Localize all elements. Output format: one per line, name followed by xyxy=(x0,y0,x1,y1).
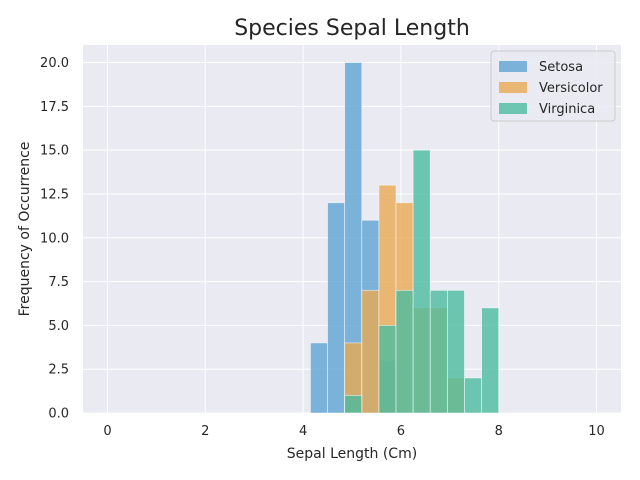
bar-virginica xyxy=(344,395,363,414)
y-tick-label: 17.5 xyxy=(40,100,69,115)
bar-virginica xyxy=(429,289,448,414)
y-axis-title: Frequency of Occurrence xyxy=(17,142,33,317)
y-tick-label: 12.5 xyxy=(40,187,69,202)
x-tick-label: 2 xyxy=(201,424,209,439)
y-tick-label: 10.0 xyxy=(40,231,69,246)
x-tick-label: 0 xyxy=(103,424,111,439)
tick-labels: 0 2 4 6 8 10 0.0 2.5 5.0 7.5 10.0 12.5 15.0 17.5 20.0 xyxy=(40,56,605,439)
bar-versicolor xyxy=(361,289,380,414)
bar-virginica xyxy=(481,307,500,414)
x-tick-label: 8 xyxy=(495,424,503,439)
y-tick-label: 15.0 xyxy=(40,144,69,159)
x-tick-label: 6 xyxy=(397,424,405,439)
y-tick-label: 20.0 xyxy=(40,56,69,71)
legend-swatch-setosa xyxy=(499,61,527,72)
bar-virginica xyxy=(464,377,483,414)
x-tick-label: 4 xyxy=(299,424,307,439)
bar-virginica xyxy=(446,289,465,414)
y-tick-label: 5.0 xyxy=(48,319,69,334)
legend: Setosa Versicolor Virginica xyxy=(490,50,616,122)
bar-setosa xyxy=(327,202,346,414)
bar-virginica xyxy=(412,149,431,414)
y-tick-label: 2.5 xyxy=(48,363,69,378)
series-virginica xyxy=(344,149,500,414)
chart-title: Species Sepal Length xyxy=(234,16,470,41)
y-tick-label: 7.5 xyxy=(48,275,69,290)
legend-swatch-virginica xyxy=(499,103,527,114)
y-tick-label: 0.0 xyxy=(48,407,69,422)
x-tick-label: 10 xyxy=(588,424,605,439)
legend-label-virginica: Virginica xyxy=(539,102,595,117)
bar-virginica xyxy=(395,289,414,414)
legend-label-setosa: Setosa xyxy=(539,60,583,75)
bar-setosa xyxy=(310,342,328,414)
x-axis-title: Sepal Length (Cm) xyxy=(287,446,417,462)
legend-label-versicolor: Versicolor xyxy=(539,81,603,96)
bar-virginica xyxy=(378,324,397,414)
bars xyxy=(310,62,500,414)
legend-swatch-versicolor xyxy=(499,82,527,93)
